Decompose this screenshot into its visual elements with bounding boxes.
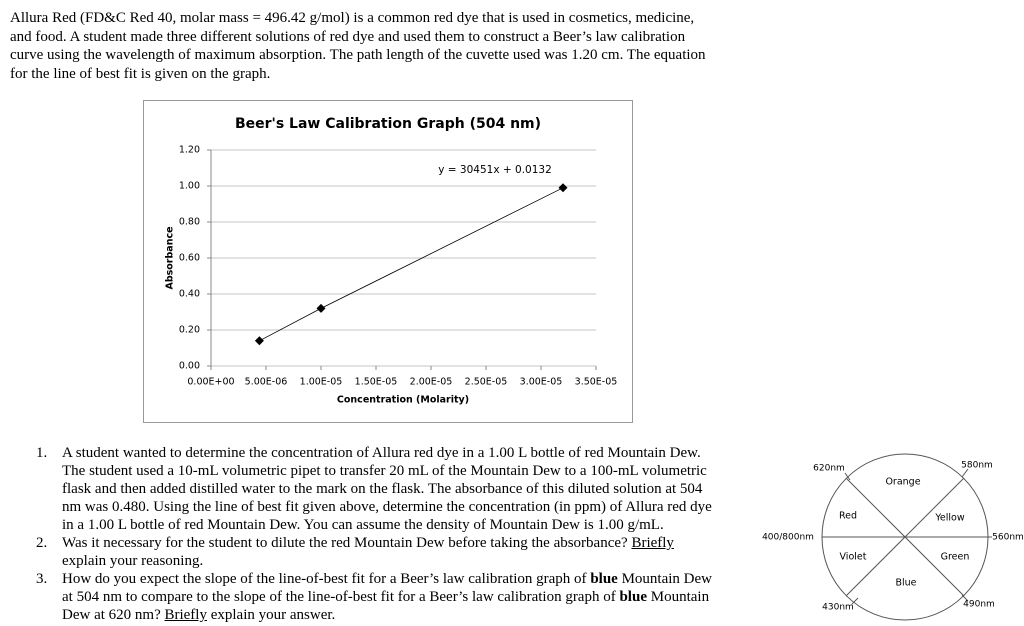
question-line: Was it necessary for the student to dilu…	[62, 534, 674, 552]
intro-line: curve using the wavelength of maximum ab…	[10, 46, 706, 64]
segment-label: Red	[839, 511, 857, 522]
text: at 504 nm to compare to the slope of the…	[62, 589, 620, 605]
text: in a 1.00 L bottle of red Mountain Dew. …	[62, 517, 664, 533]
text: 2.	[36, 535, 48, 551]
text: Briefly	[164, 607, 207, 623]
question-line: nm was 0.480. Using the line of best fit…	[62, 498, 712, 516]
pointer	[844, 472, 851, 481]
segment-label: Yellow	[934, 513, 964, 524]
segment-label: Green	[941, 552, 970, 563]
text: Mountain	[646, 589, 710, 605]
wavelength-label: 620nm	[813, 464, 845, 474]
y-tick-label: 0.60	[179, 253, 200, 264]
text: How do you expect the slope of the line-…	[62, 571, 591, 587]
question-line: in a 1.00 L bottle of red Mountain Dew. …	[62, 516, 664, 534]
x-tick-label: 1.50E-05	[355, 377, 398, 388]
intro-line: and food. A student made three different…	[10, 28, 685, 46]
point	[316, 303, 326, 313]
pointer	[961, 468, 969, 478]
text: for the line of best fit is given on the…	[10, 65, 271, 82]
x-tick-label: 3.00E-05	[520, 377, 563, 388]
wavelength-label: 490nm	[963, 600, 995, 610]
text: Mountain Dew	[617, 571, 712, 587]
wavelength-label: 580nm	[961, 461, 993, 471]
point	[558, 183, 568, 193]
y-tick-label: 0.40	[179, 289, 200, 300]
question-number: 2.	[36, 534, 47, 552]
x-tick-label: 0.00E+00	[187, 377, 234, 388]
question-number: 1.	[36, 444, 47, 462]
question-line: at 504 nm to compare to the slope of the…	[62, 588, 709, 606]
y-tick-label: 0.20	[179, 325, 200, 336]
text: blue	[619, 589, 647, 605]
x-tick-label: 3.50E-05	[575, 377, 618, 388]
text: nm was 0.480. Using the line of best fit…	[62, 499, 712, 515]
segment-label: Orange	[885, 477, 920, 488]
text: blue	[590, 571, 618, 587]
text: Was it necessary for the student to dilu…	[62, 535, 632, 551]
segment-label: Blue	[895, 578, 916, 589]
question-line: Dew at 620 nm? Briefly explain your answ…	[62, 606, 335, 624]
text: Dew at 620 nm?	[62, 607, 165, 623]
wheel-spoke	[845, 477, 965, 597]
wavelength-label: 560nm	[992, 533, 1024, 543]
question-number: 3.	[36, 570, 47, 588]
intro-line: Allura Red (FD&C Red 40, molar mass = 49…	[10, 9, 694, 27]
text: 3.	[36, 571, 48, 587]
question-line: flask and then added distilled water to …	[62, 480, 702, 498]
y-tick-label: 1.00	[179, 181, 200, 192]
text: and food. A student made three different…	[10, 28, 686, 45]
x-tick-label: 5.00E-06	[245, 377, 288, 388]
text: A student wanted to determine the concen…	[62, 445, 701, 461]
text: 1.	[36, 445, 48, 461]
intro-line: for the line of best fit is given on the…	[10, 65, 270, 83]
wavelength-label: 400/800nm	[762, 533, 814, 543]
y-tick-label: 1.20	[179, 145, 200, 156]
color-wheel	[821, 453, 992, 621]
x-tick-label: 1.00E-05	[300, 377, 343, 388]
question-line: The student used a 10-mL volumetric pipe…	[62, 462, 707, 480]
x-axis-title: Concentration (Molarity)	[337, 395, 469, 406]
segment-label: Violet	[840, 552, 867, 563]
text: Allura Red (FD&C Red 40, molar mass = 49…	[10, 10, 695, 26]
y-axis-title: Absorbance	[165, 226, 176, 289]
text: explain your reasoning.	[62, 553, 204, 569]
chart-frame	[143, 100, 633, 423]
x-tick-label: 2.00E-05	[410, 377, 453, 388]
pointer	[961, 594, 969, 602]
y-tick-label: 0.00	[179, 361, 200, 372]
text: curve using the wavelength of maximum ab…	[10, 47, 706, 64]
question-line: How do you expect the slope of the line-…	[62, 570, 712, 588]
equation: y = 30451x + 0.0132	[438, 164, 552, 176]
text: The student used a 10-mL volumetric pipe…	[62, 463, 707, 479]
question-line: A student wanted to determine the concen…	[62, 444, 701, 462]
text: explain your answer.	[206, 607, 336, 623]
y-tick-label: 0.80	[179, 217, 200, 228]
pointer	[851, 597, 859, 605]
chart-title: Beer's Law Calibration Graph (504 nm)	[235, 116, 541, 132]
question-line: explain your reasoning.	[62, 552, 203, 570]
wavelength-label: 430nm	[822, 603, 854, 613]
x-tick-label: 2.50E-05	[465, 377, 508, 388]
point	[254, 336, 264, 346]
text: flask and then added distilled water to …	[62, 481, 703, 497]
text: Briefly	[631, 535, 674, 551]
